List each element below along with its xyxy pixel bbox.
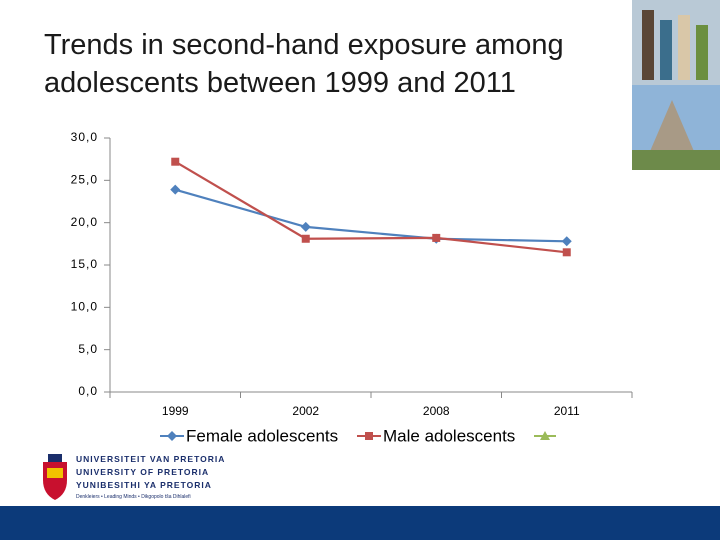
logo-text: UNIVERSITY OF PRETORIA [76,467,210,477]
legend-label: Female adolescents [186,426,338,445]
point [561,236,572,247]
series-line [174,160,567,254]
legend-label: Male adolescents [383,426,515,445]
point [365,432,373,440]
y-tick-label: 15,0 [71,257,98,271]
y-tick-label: 20,0 [71,215,98,229]
crest [43,454,67,500]
logo-text: UNIVERSITEIT VAN PRETORIA [76,454,226,464]
y-tick-label: 25,0 [71,173,98,187]
point [432,233,441,242]
legend-marker [540,431,550,440]
point [167,431,177,441]
point [301,234,310,243]
x-tick-label: 2002 [292,404,319,418]
y-tick-label: 10,0 [71,300,98,314]
y-tick-label: 5,0 [78,342,98,356]
x-tick-label: 2008 [423,404,450,418]
y-tick-label: 0,0 [78,384,98,398]
photo [632,0,720,170]
x-tick-label: 1999 [162,404,189,418]
logo-tagline: Denkleiers • Leading Minds • Dikgopolo t… [76,494,191,500]
series-line [174,188,567,243]
point [171,157,180,166]
logo-text: YUNIBESITHI YA PRETORIA [76,480,212,490]
footer-band [0,506,720,540]
chart-title: Trends in second-hand exposure among ado… [44,29,564,99]
y-tick-label: 30,0 [71,130,98,144]
point [562,248,571,257]
logo: UNIVERSITEIT VAN PRETORIA UNIVERSITY OF … [40,452,240,504]
x-tick-label: 2011 [554,404,580,418]
point [170,184,181,195]
point [300,221,311,232]
